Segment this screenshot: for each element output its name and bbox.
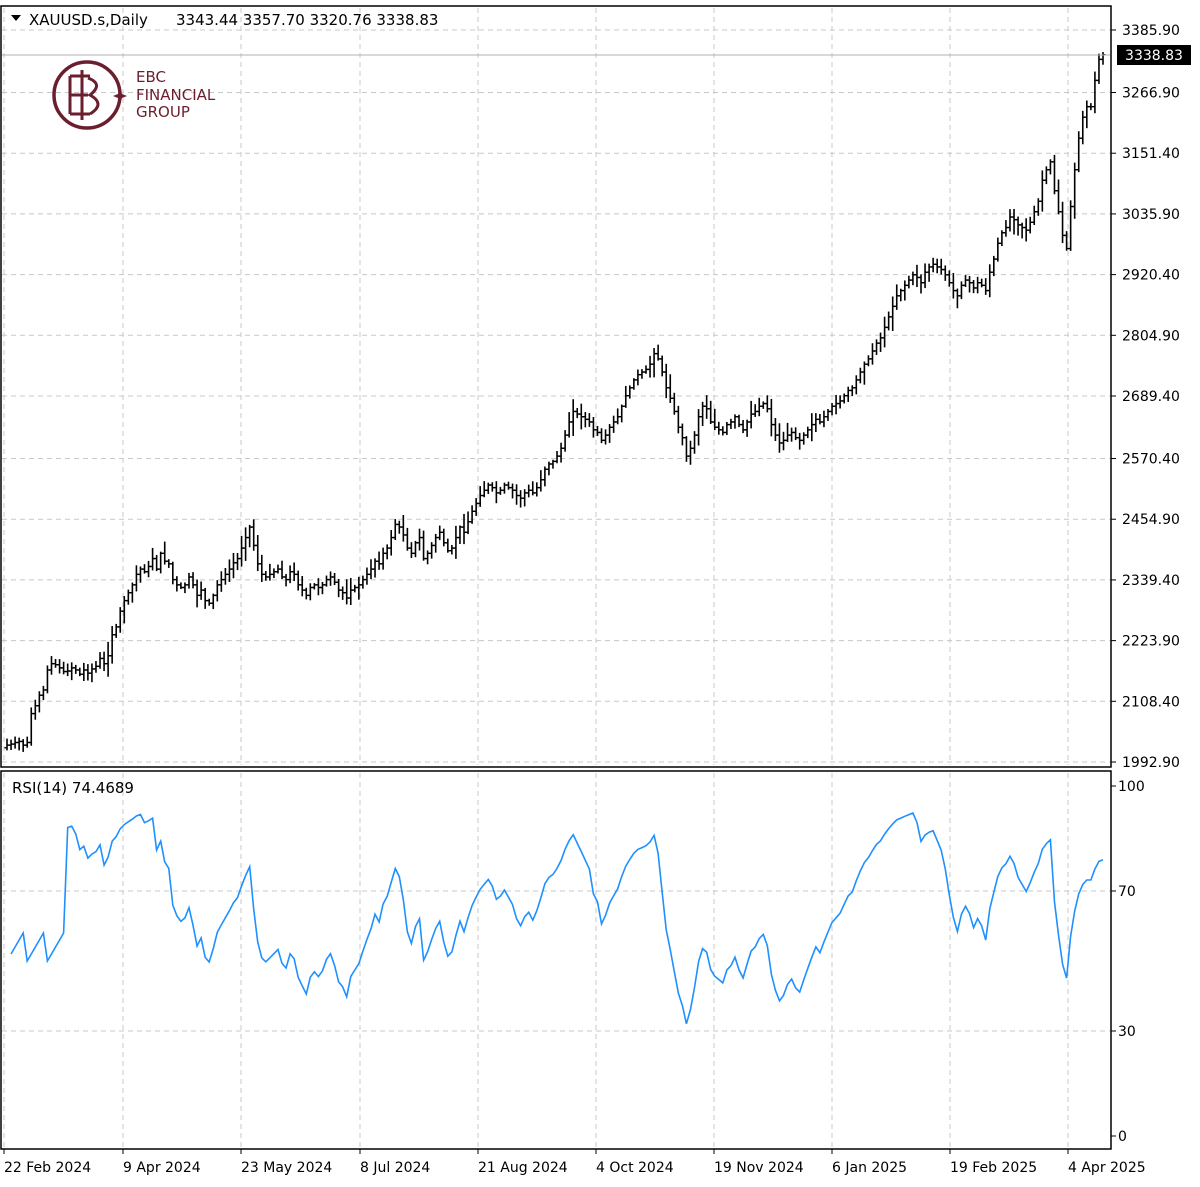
price-tick-label: 3385.90 [1122,23,1180,39]
logo-line2: FINANCIAL [136,86,216,104]
price-tick-label: 2454.90 [1122,512,1180,528]
rsi-pane[interactable]: RSI(14) 74.4689 [0,770,1112,1150]
price-pane-frame [0,5,1112,768]
time-tick-label: 23 May 2024 [241,1160,332,1176]
time-tick-label: 19 Nov 2024 [714,1160,804,1176]
symbol-header[interactable]: XAUUSD.s,Daily 3343.44 3357.70 3320.76 3… [11,11,438,29]
triangle-down-icon[interactable] [11,15,21,21]
price-tick-label: 2689.40 [1122,389,1180,405]
ebc-monogram-icon [68,70,100,120]
rsi-grid [2,773,1110,1147]
price-tick-label: 2223.90 [1122,634,1180,650]
price-tick-label: 2570.40 [1122,452,1180,468]
time-tick-label: 6 Jan 2025 [832,1160,907,1176]
rsi-tick-label: 100 [1118,779,1145,795]
time-tick-label: 21 Aug 2024 [478,1160,568,1176]
rsi-tick-label: 0 [1118,1129,1127,1145]
current-price-label: 3338.83 [1125,48,1183,64]
price-tick-label: 2804.90 [1122,328,1180,344]
rsi-axis[interactable]: 100 70 30 0 [1111,779,1145,1145]
time-axis[interactable]: 22 Feb 2024 9 Apr 2024 23 May 2024 8 Jul 20… [3,1149,1146,1176]
price-pane[interactable] [0,5,1112,768]
price-tick-label: 2920.40 [1122,268,1180,284]
time-tick-label: 4 Oct 2024 [596,1160,674,1176]
price-tick-label: 3035.90 [1122,207,1180,223]
logo-line1: EBC [136,68,166,86]
price-tick-label: 3266.90 [1122,86,1180,102]
price-tick-label: 2339.40 [1122,573,1180,589]
rsi-line [10,811,1104,1025]
rsi-tick-label: 70 [1118,884,1136,900]
current-price-tag: 3338.83 [1117,45,1191,65]
time-tick-label: 19 Feb 2025 [950,1160,1037,1176]
price-axis[interactable]: 3385.90 3266.90 3151.40 3035.90 2920.40 2804.… [1111,23,1180,771]
price-tick-label: 1992.90 [1122,755,1180,771]
symbol-label: XAUUSD.s,Daily [29,11,148,29]
rsi-label: RSI(14) 74.4689 [12,779,134,797]
price-tick-label: 3151.40 [1122,146,1180,162]
logo-line3: GROUP [136,103,190,121]
price-grid [2,8,1110,765]
price-tick-label: 2108.40 [1122,694,1180,710]
time-tick-label: 4 Apr 2025 [1068,1160,1146,1176]
price-bars [4,52,1106,752]
time-tick-label: 9 Apr 2024 [123,1160,201,1176]
ohlc-values: 3343.44 3357.70 3320.76 3338.83 [176,11,438,29]
rsi-tick-label: 30 [1118,1024,1136,1040]
time-tick-label: 8 Jul 2024 [360,1160,430,1176]
rsi-pane-frame [0,770,1112,1150]
time-tick-label: 22 Feb 2024 [4,1160,91,1176]
ebc-logo: EBC FINANCIAL GROUP [52,60,216,130]
sparkle-icon [113,89,127,103]
